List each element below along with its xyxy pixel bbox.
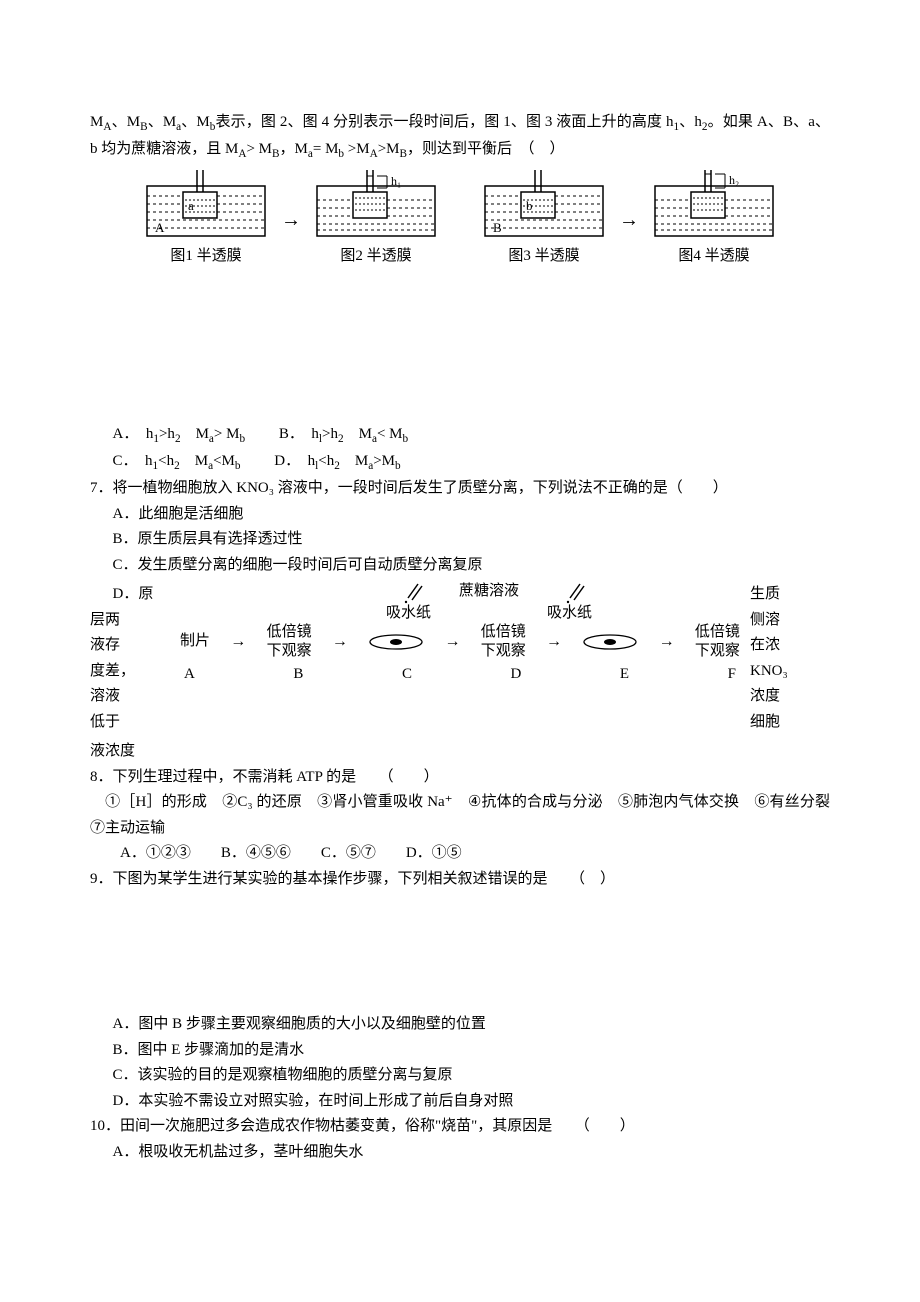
q7-tail: 液浓度	[90, 739, 830, 765]
arrow-icon: →	[228, 628, 248, 655]
flow-diagram: 制片 低倍镜下 吸水纸 蔗糖溶液 x	[180, 582, 740, 688]
beaker4-svg: h₂	[649, 170, 779, 242]
arrow-icon: →	[442, 628, 462, 655]
q6-options-row2: C． h1<h2 Ma<Mb D． hl<h2 Ma>Mb	[90, 449, 830, 476]
fig1-cap3: 图3 半透膜	[508, 244, 579, 270]
beaker3-svg: B b	[479, 170, 609, 242]
svg-text:h₁: h₁	[391, 174, 401, 188]
q10-stem: 10．田间一次施肥过多会造成农作物枯萎变黄，俗称"烧苗"，其原因是 （ ）	[90, 1114, 830, 1140]
fig1-cap4: 图4 半透膜	[678, 244, 749, 270]
flow-left-label: 制片	[180, 629, 210, 655]
q7-right-fragments: 生质 侧溶 在浓 KNO₃ 浓度 细胞	[750, 582, 830, 735]
fig1-block3: B b 图3 半透膜	[479, 170, 609, 270]
q8-stem: 8．下列生理过程中，不需消耗 ATP 的是 （ ）	[90, 765, 830, 791]
beaker2-svg: h₁	[311, 170, 441, 242]
slide-icon	[368, 629, 424, 655]
q9-optD: D．本实验不需设立对照实验，在时间上形成了前后自身对照	[90, 1089, 830, 1115]
beaker1-svg: A a	[141, 170, 271, 242]
q6-options-row1: A． h1>h2 Ma> Mb B． hl>h2 Ma< Mb	[90, 422, 830, 449]
q7-optD-wrap: D．原 层两 液存 度差， 溶液 低于 制片 低倍镜下	[90, 582, 830, 735]
q7-left-fragments: D．原 层两 液存 度差， 溶液 低于	[90, 582, 170, 735]
arrow-icon: →	[657, 628, 677, 655]
svg-text:A: A	[155, 220, 165, 235]
fig1-block2: h₁ 图2 半透膜	[311, 170, 441, 270]
q7-optB: B．原生质层具有选择透过性	[90, 527, 830, 553]
svg-text:b: b	[526, 198, 533, 213]
svg-text:h₂: h₂	[729, 173, 739, 187]
fig1-block4: h₂ 图4 半透膜	[649, 170, 779, 270]
q8-opts: A．①②③ B．④⑤⑥ C．⑤⑦ D．①⑤	[90, 841, 830, 867]
q9-optC: C．该实验的目的是观察植物细胞的质壁分离与复原	[90, 1063, 830, 1089]
dropper-icon	[550, 582, 590, 604]
flow-bottom-labels: A B C D E F	[180, 662, 740, 688]
arrow-icon: →	[544, 628, 564, 655]
fig1-cap1: 图1 半透膜	[170, 244, 241, 270]
fig1-block1: A a 图1 半透膜	[141, 170, 271, 270]
q9-stem: 9．下图为某学生进行某实验的基本操作步骤，下列相关叙述错误的是 （ ）	[90, 867, 830, 893]
dropper-icon	[388, 582, 428, 604]
flow-step-B: 低倍镜下观察	[267, 623, 312, 661]
q9-optA: A．图中 B 步骤主要观察细胞质的大小以及细胞壁的位置	[90, 1012, 830, 1038]
q7-stem: 7．将一植物细胞放入 KNO₃ 溶液中，一段时间后发生了质壁分离，下列说法不正确…	[90, 476, 830, 502]
figure1-row: A a 图1 半透膜 →	[90, 170, 830, 270]
svg-text:B: B	[493, 220, 502, 235]
fig1-cap2: 图2 半透膜	[340, 244, 411, 270]
q10-optA: A．根吸收无机盐过多，茎叶细胞失水	[90, 1140, 830, 1166]
arrow-icon: →	[617, 210, 641, 230]
q6-intro: MA、MB、Ma、Mb表示，图 2、图 4 分别表示一段时间后，图 1、图 3 …	[90, 110, 830, 164]
svg-text:a: a	[188, 198, 194, 213]
flow-step-F: 低倍镜下观察	[695, 623, 740, 661]
q7-optC: C．发生质壁分离的细胞一段时间后可自动质壁分离复原	[90, 553, 830, 579]
q8-items: ①［H］的形成 ②C₃ 的还原 ③肾小管重吸收 Na⁺ ④抗体的合成与分泌 ⑤肺…	[90, 790, 830, 841]
arrow-icon: →	[330, 628, 350, 655]
slide-icon	[582, 629, 638, 655]
flow-step-D: 低倍镜下观察	[481, 623, 526, 661]
q9-optB: B．图中 E 步骤滴加的是清水	[90, 1038, 830, 1064]
q7-optA: A．此细胞是活细胞	[90, 502, 830, 528]
arrow-icon: →	[279, 210, 303, 230]
